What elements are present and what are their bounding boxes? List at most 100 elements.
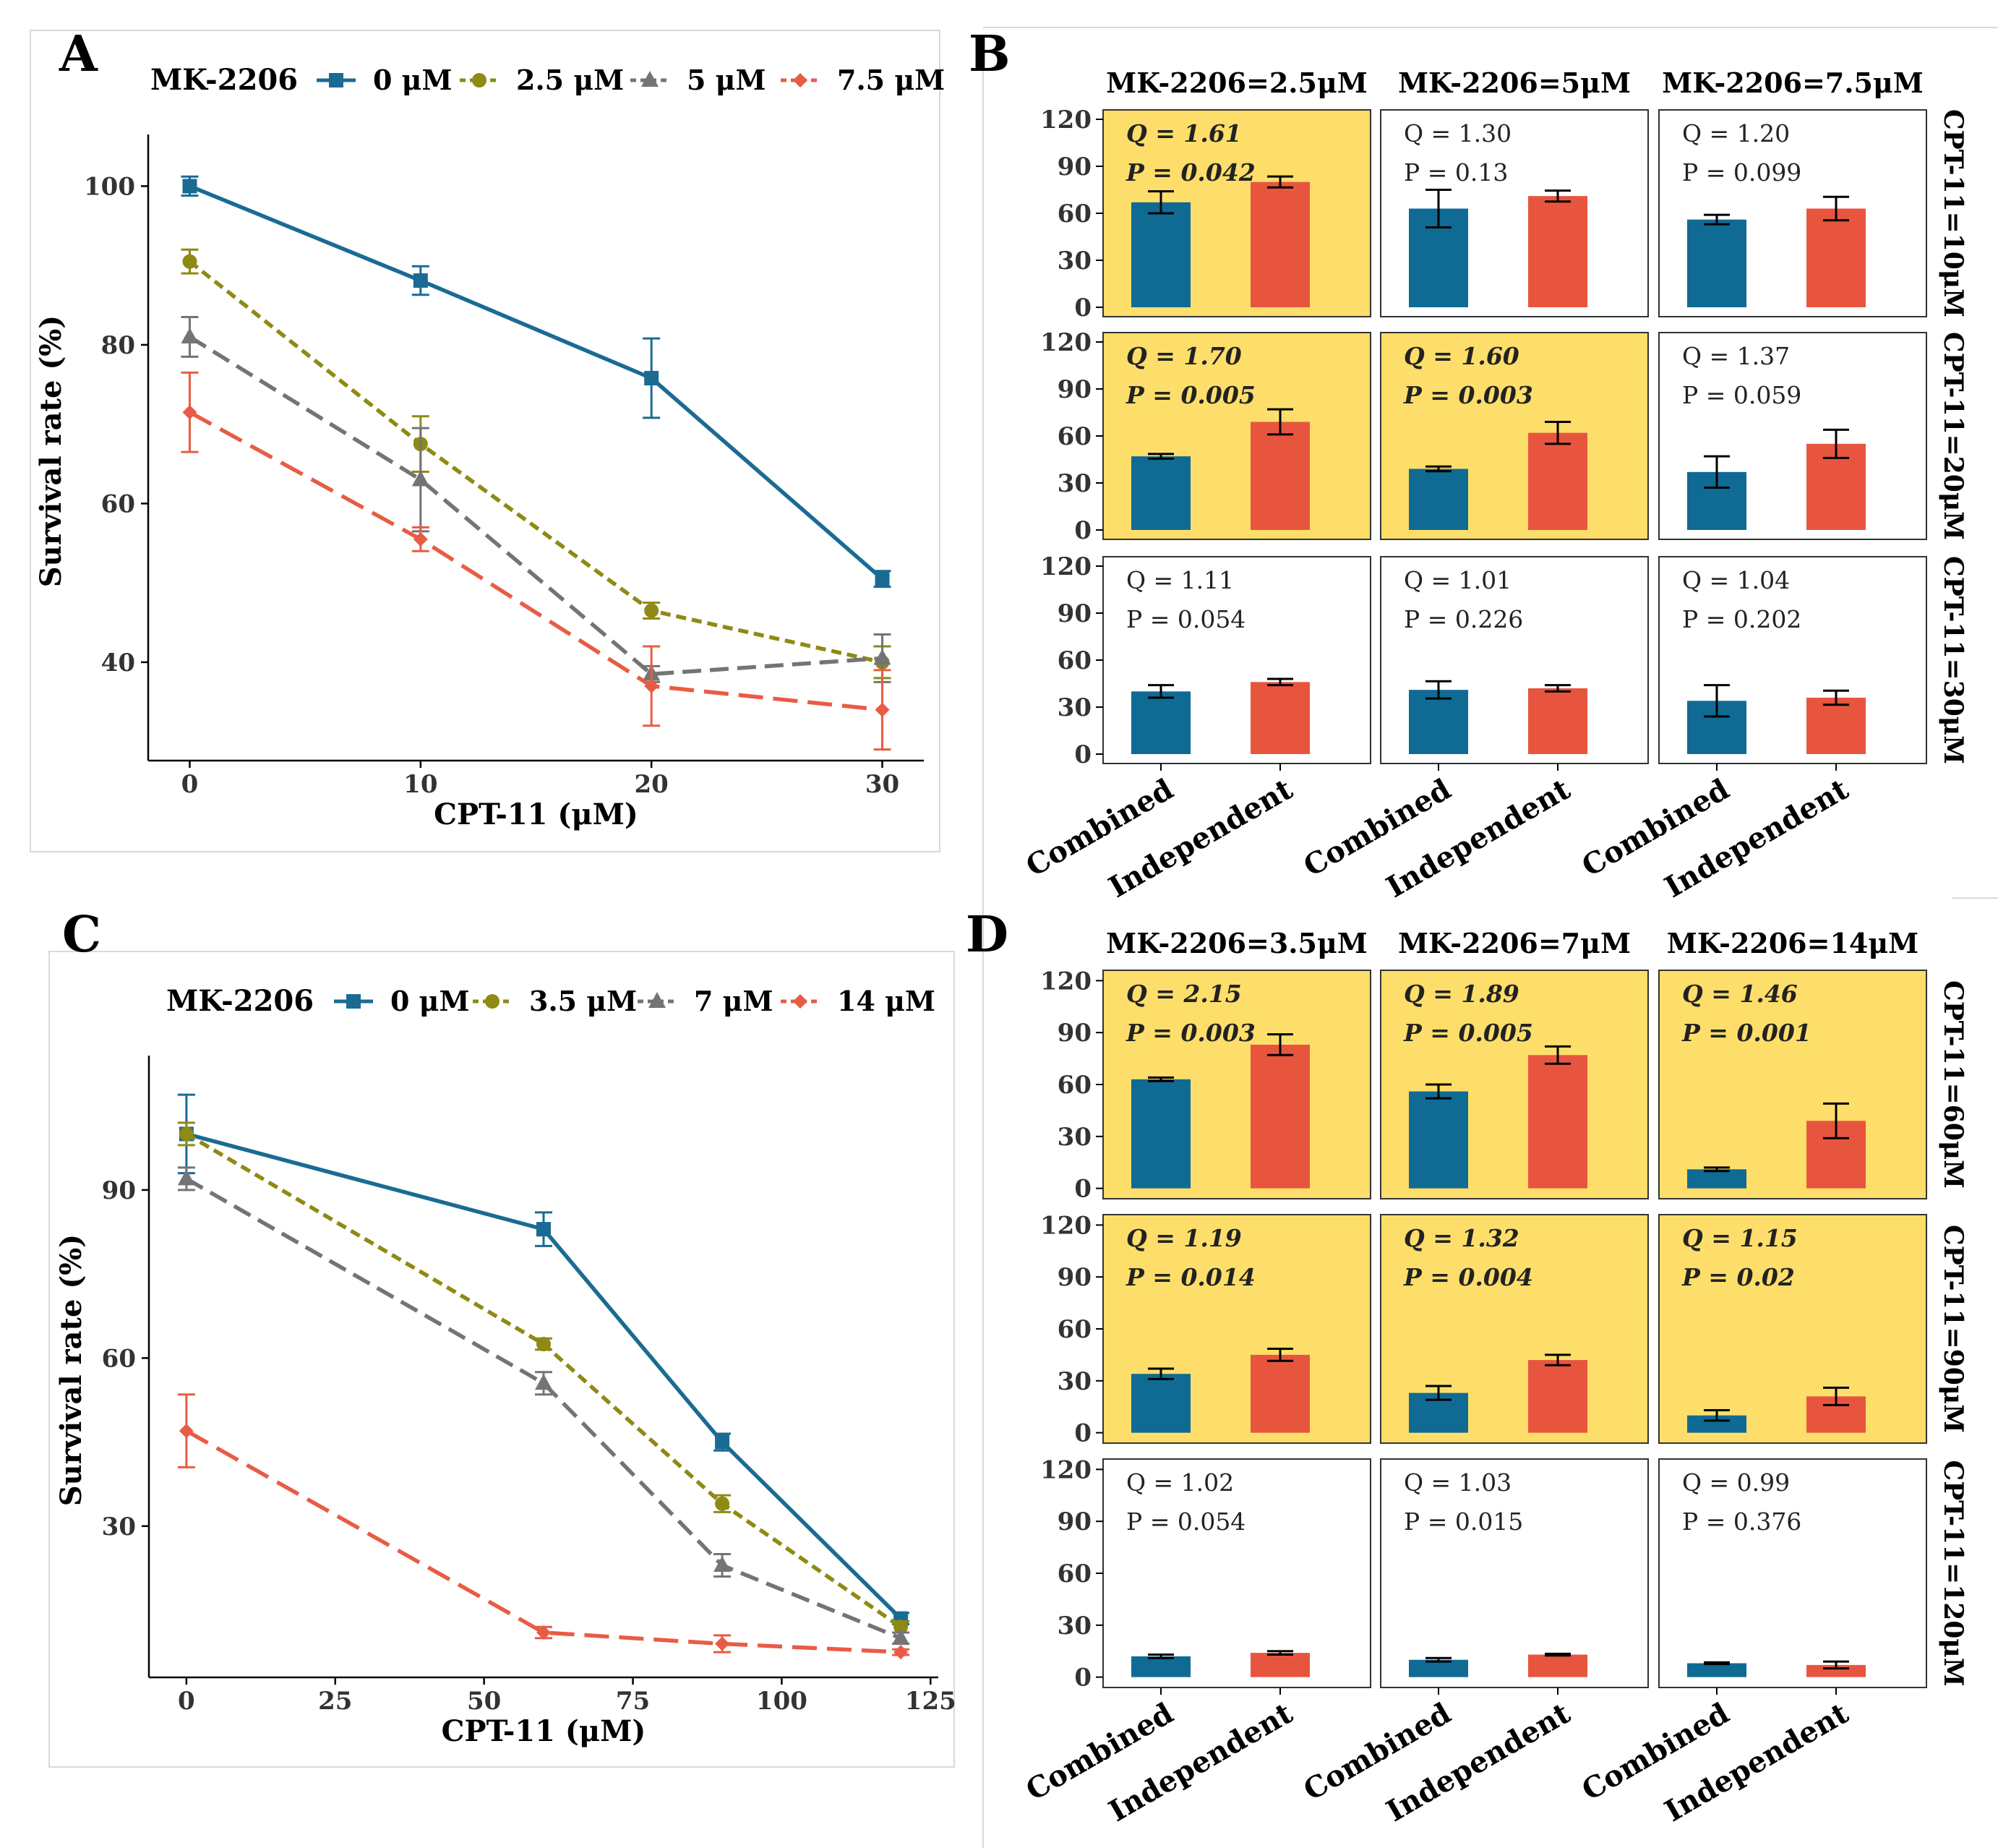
bar-independent-d-2-1 xyxy=(1528,1654,1587,1677)
bar-independent-b-0-0 xyxy=(1251,181,1310,307)
bar-combined-b-2-0 xyxy=(1131,691,1191,754)
y-tick-label-c: 60 xyxy=(102,1344,136,1373)
y-tick-label-b-1: 120 xyxy=(1040,328,1092,357)
q-value-b-0-2: Q = 1.20 xyxy=(1682,119,1790,147)
q-value-d-2-0: Q = 1.02 xyxy=(1126,1468,1234,1497)
y-tick-label-d-0: 30 xyxy=(1058,1123,1092,1152)
legend-title-c: MK-2206 xyxy=(166,984,314,1018)
q-value-d-0-2: Q = 1.46 xyxy=(1682,980,1798,1008)
y-tick-label-d-2: 120 xyxy=(1040,1455,1092,1484)
bar-independent-b-0-2 xyxy=(1806,208,1866,307)
legend-label-a-1: 2.5 μM xyxy=(516,64,624,96)
data-point-c-1-0 xyxy=(179,1126,194,1142)
bar-independent-d-1-0 xyxy=(1251,1354,1310,1433)
facet-row-label-d-1: CPT-11=90μM xyxy=(1938,1225,1968,1433)
q-value-b-2-0: Q = 1.11 xyxy=(1126,566,1234,594)
data-point-a-1-0 xyxy=(182,254,197,269)
p-value-d-1-2: P = 0.02 xyxy=(1681,1263,1795,1291)
survival-line-chart-a: MK-2206 0 μM 2.5 μM 5 μM 7.5 μM 40 60 80 100 0 10 2… xyxy=(34,63,945,831)
p-value-b-1-0: P = 0.005 xyxy=(1126,381,1256,409)
bar-independent-b-1-1 xyxy=(1528,432,1587,530)
survival-line-chart-c: MK-2206 0 μM 3.5 μM 7 μM 14 μM 30 60 90 0 25 50 75 1… xyxy=(54,984,956,1748)
panel-letter-b: B xyxy=(969,25,1010,83)
y-tick-label-b-0: 120 xyxy=(1040,106,1092,134)
p-value-d-0-0: P = 0.003 xyxy=(1126,1019,1256,1047)
p-value-b-2-0: P = 0.054 xyxy=(1126,605,1245,633)
facet-col-label-d-0: MK-2206=3.5μM xyxy=(1106,927,1368,959)
bar-combined-d-1-2 xyxy=(1687,1415,1746,1433)
q-value-b-1-0: Q = 1.70 xyxy=(1126,342,1242,370)
bar-independent-b-0-1 xyxy=(1528,196,1587,307)
data-point-a-0-2 xyxy=(644,371,659,386)
bar-combined-b-0-2 xyxy=(1687,219,1746,307)
data-point-c-3-0 xyxy=(179,1424,194,1439)
data-point-c-2-1 xyxy=(535,1374,552,1390)
y-tick-label-d-0: 60 xyxy=(1058,1071,1092,1100)
p-value-d-2-0: P = 0.054 xyxy=(1126,1507,1245,1536)
y-tick-label-b-1: 0 xyxy=(1074,516,1092,545)
y-axis-title-a: Survival rate (%) xyxy=(34,315,68,587)
data-point-c-2-2 xyxy=(713,1556,732,1573)
legend-title-a: MK-2206 xyxy=(150,63,298,97)
bar-combined-d-2-0 xyxy=(1131,1656,1191,1677)
legend-marker-a-1 xyxy=(472,73,486,87)
x-tick-label-a: 30 xyxy=(865,770,899,799)
x-tick-label-c: 125 xyxy=(905,1687,956,1716)
q-value-d-0-0: Q = 2.15 xyxy=(1126,980,1242,1008)
x-tick-label-a: 0 xyxy=(181,770,199,799)
data-point-a-0-3 xyxy=(875,571,890,586)
panel-a-frame xyxy=(30,30,940,852)
bar-combined-d-0-1 xyxy=(1409,1091,1468,1189)
q-value-d-2-1: Q = 1.03 xyxy=(1404,1468,1512,1497)
q-value-d-2-2: Q = 0.99 xyxy=(1682,1468,1790,1497)
bar-combined-d-1-0 xyxy=(1131,1374,1191,1433)
y-tick-label-b-0: 30 xyxy=(1058,247,1092,275)
series-line-c-2 xyxy=(185,1177,902,1640)
facet-col-label-d-1: MK-2206=7μM xyxy=(1398,927,1631,959)
legend-label-a-0: 0 μM xyxy=(373,64,453,96)
series-line-a-0 xyxy=(189,184,884,581)
data-point-a-3-0 xyxy=(182,405,197,420)
panel-letter-c: C xyxy=(62,906,101,964)
bar-independent-d-2-0 xyxy=(1251,1653,1310,1677)
x-tick-label-a: 20 xyxy=(635,770,669,799)
data-point-c-2-3 xyxy=(892,1628,910,1645)
bar-independent-d-0-0 xyxy=(1251,1044,1310,1189)
facet-col-label-d-2: MK-2206=14μM xyxy=(1667,927,1918,959)
y-tick-label-b-1: 30 xyxy=(1058,469,1092,498)
y-tick-label-d-2: 90 xyxy=(1058,1507,1092,1536)
q-value-b-1-1: Q = 1.60 xyxy=(1404,342,1519,370)
q-value-b-2-2: Q = 1.04 xyxy=(1682,566,1790,594)
y-tick-label-b-0: 60 xyxy=(1058,200,1092,228)
facet-col-label-b-2: MK-2206=7.5μM xyxy=(1662,67,1924,99)
p-value-b-2-2: P = 0.202 xyxy=(1682,605,1801,633)
bar-combined-b-1-0 xyxy=(1131,456,1191,530)
bar-independent-d-1-1 xyxy=(1528,1360,1587,1433)
legend-marker-c-1 xyxy=(485,994,499,1009)
y-tick-label-b-0: 0 xyxy=(1074,294,1092,322)
y-tick-label-a: 60 xyxy=(101,489,135,518)
p-value-b-1-2: P = 0.059 xyxy=(1682,381,1801,409)
q-value-d-1-2: Q = 1.15 xyxy=(1682,1224,1798,1252)
legend-marker-a-0 xyxy=(329,73,343,87)
q-value-d-0-1: Q = 1.89 xyxy=(1404,980,1519,1008)
legend-label-c-3: 14 μM xyxy=(837,985,935,1017)
facet-panel-d-2-2 xyxy=(1658,1458,1927,1688)
y-tick-label-b-2: 30 xyxy=(1058,693,1092,722)
data-point-c-1-1 xyxy=(536,1336,551,1351)
series-line-a-2 xyxy=(189,335,883,677)
bar-grid-chart-d: MK-2206=3.5μM MK-2206=7μM MK-2206=14μM CPT-… xyxy=(1020,927,1968,1828)
x-tick-label-c: 100 xyxy=(756,1687,807,1716)
panel-c-frame xyxy=(48,951,955,1768)
legend-label-c-0: 0 μM xyxy=(390,985,470,1017)
x-axis-title-c: CPT-11 (μM) xyxy=(442,1714,646,1748)
p-value-b-0-2: P = 0.099 xyxy=(1682,158,1801,187)
data-point-c-0-1 xyxy=(536,1222,551,1237)
bar-independent-d-0-1 xyxy=(1528,1055,1587,1189)
legend-marker-c-3 xyxy=(793,994,807,1009)
series-line-a-3 xyxy=(189,410,883,712)
q-value-b-1-2: Q = 1.37 xyxy=(1682,342,1790,370)
y-tick-label-b-2: 120 xyxy=(1040,552,1092,581)
data-point-a-1-2 xyxy=(644,603,659,618)
facet-col-label-b-0: MK-2206=2.5μM xyxy=(1106,67,1368,99)
